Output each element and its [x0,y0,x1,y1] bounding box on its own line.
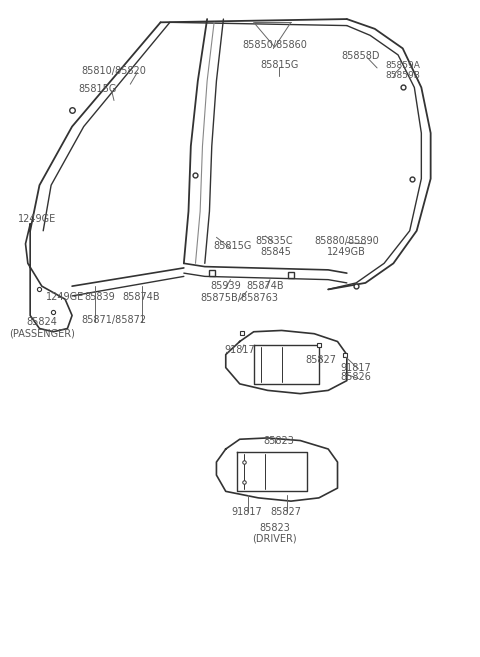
Text: 85835C: 85835C [256,236,293,246]
Text: 85871/85872: 85871/85872 [82,315,146,325]
Text: 91817: 91817 [231,507,262,517]
Text: 85823: 85823 [259,523,290,533]
Text: 85939: 85939 [210,281,241,291]
Text: 85859A: 85859A [385,62,420,70]
Text: 1249GE: 1249GE [46,292,84,302]
Text: 85815G: 85815G [260,60,299,70]
Text: 1249GB: 1249GB [327,247,366,258]
Text: 85858D: 85858D [342,51,380,61]
Text: 85826: 85826 [341,373,372,382]
Text: 85827: 85827 [271,507,302,517]
Text: 91817: 91817 [341,363,372,373]
Text: 85839: 85839 [84,292,115,302]
Text: 85827: 85827 [306,355,336,365]
Text: 1249GE: 1249GE [18,214,56,224]
Text: 85815G: 85815G [79,84,117,94]
Text: (DRIVER): (DRIVER) [252,534,297,544]
Text: 85845: 85845 [260,246,291,257]
Text: 85823: 85823 [264,436,295,445]
Text: 85859B: 85859B [385,71,420,80]
Text: 91817: 91817 [224,345,255,355]
Text: 85824: 85824 [26,317,57,327]
Text: 85815G: 85815G [214,241,252,252]
Text: 85875B/858763: 85875B/858763 [201,293,279,303]
Text: 85850/85860: 85850/85860 [242,40,307,50]
Text: 85810/85820: 85810/85820 [82,66,146,76]
Text: 85874B: 85874B [122,292,160,302]
Text: 85880/85890: 85880/85890 [314,236,379,246]
Text: (PASSENGER): (PASSENGER) [9,328,75,338]
Text: 85874B: 85874B [247,281,284,291]
